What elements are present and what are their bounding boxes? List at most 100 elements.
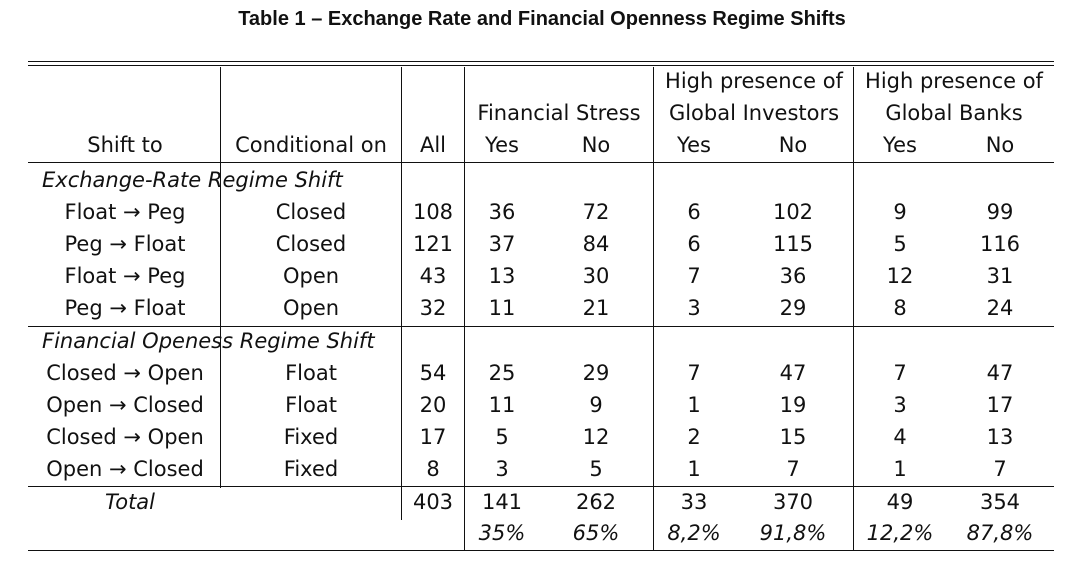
row-condition: Fixed [283,457,339,481]
row-value: 115 [772,232,814,256]
row-value: 12 [886,264,914,288]
bottom-rule [28,550,1054,551]
table-title: Table 1 – Exchange Rate and Financial Op… [238,8,846,30]
vline-stress [653,67,654,550]
vline-investors [853,67,854,550]
row-shift: Closed → Open [46,361,204,385]
row-condition: Fixed [283,425,339,449]
total-percent: 65% [572,521,620,545]
total-rule [28,486,1054,487]
row-value: 24 [986,296,1014,320]
row-value: 13 [488,264,516,288]
row-value: 32 [419,296,447,320]
row-value: 15 [779,425,807,449]
row-value: 8 [426,457,440,481]
row-value: 5 [893,232,907,256]
row-value: 21 [582,296,610,320]
top-rule-1 [28,61,1054,62]
total-value: 49 [886,490,914,514]
row-value: 19 [779,393,807,417]
row-value: 11 [488,393,516,417]
row-value: 11 [488,296,516,320]
row-value: 36 [488,200,516,224]
row-value: 47 [986,361,1014,385]
top-rule-2 [28,65,1054,66]
row-value: 5 [589,457,603,481]
row-value: 7 [993,457,1007,481]
section-title: Financial Openess Regime Shift [42,329,375,353]
row-value: 1 [687,393,701,417]
row-condition: Float [285,393,337,417]
row-value: 7 [786,457,800,481]
row-value: 36 [779,264,807,288]
row-value: 1 [893,457,907,481]
header-investors-line2: Global Investors [668,101,840,125]
row-condition: Closed [275,232,347,256]
header-investors-line1: High presence of [665,69,843,93]
row-value: 4 [893,425,907,449]
row-value: 8 [893,296,907,320]
header-banks-line2: Global Banks [885,101,1023,125]
total-percent: 87,8% [966,521,1034,545]
total-value: 33 [680,490,708,514]
row-value: 6 [687,232,701,256]
row-value: 108 [412,200,454,224]
row-value: 72 [582,200,610,224]
row-value: 7 [893,361,907,385]
row-value: 20 [419,393,447,417]
header-no: No [985,133,1015,157]
header-financial-stress: Financial Stress [477,101,641,125]
row-value: 29 [779,296,807,320]
header-banks-line1: High presence of [865,69,1043,93]
row-shift: Open → Closed [46,457,204,481]
total-value: 354 [979,490,1021,514]
header-yes: Yes [485,133,519,157]
row-value: 3 [495,457,509,481]
row-value: 17 [986,393,1014,417]
total-value: 370 [772,490,814,514]
row-value: 37 [488,232,516,256]
row-value: 3 [687,296,701,320]
total-percent: 8,2% [667,521,721,545]
row-value: 3 [893,393,907,417]
row-value: 6 [687,200,701,224]
row-condition: Float [285,361,337,385]
vline-all [464,67,465,550]
row-value: 29 [582,361,610,385]
vline-shift [220,67,221,488]
header-shift-to: Shift to [87,133,163,157]
row-value: 47 [779,361,807,385]
total-value: 141 [481,490,523,514]
total-percent: 35% [478,521,526,545]
section-title: Exchange-Rate Regime Shift [42,168,343,192]
header-all: All [419,133,447,157]
header-rule [28,162,1054,163]
row-shift: Float → Peg [64,200,186,224]
row-value: 43 [419,264,447,288]
section-divider [28,326,1054,327]
row-condition: Open [282,296,340,320]
row-value: 13 [986,425,1014,449]
row-shift: Peg → Float [64,232,186,256]
header-yes: Yes [677,133,711,157]
row-value: 7 [687,264,701,288]
header-no: No [581,133,611,157]
total-percent: 91,8% [759,521,827,545]
header-conditional-on: Conditional on [235,133,387,157]
row-value: 102 [772,200,814,224]
row-value: 84 [582,232,610,256]
row-value: 116 [979,232,1021,256]
row-value: 9 [893,200,907,224]
row-value: 7 [687,361,701,385]
row-value: 121 [412,232,454,256]
row-shift: Open → Closed [46,393,204,417]
row-value: 99 [986,200,1014,224]
row-shift: Closed → Open [46,425,204,449]
total-value: 403 [412,490,454,514]
row-value: 5 [495,425,509,449]
row-shift: Peg → Float [64,296,186,320]
total-percent: 12,2% [866,521,934,545]
row-value: 12 [582,425,610,449]
row-shift: Float → Peg [64,264,186,288]
row-value: 25 [488,361,516,385]
